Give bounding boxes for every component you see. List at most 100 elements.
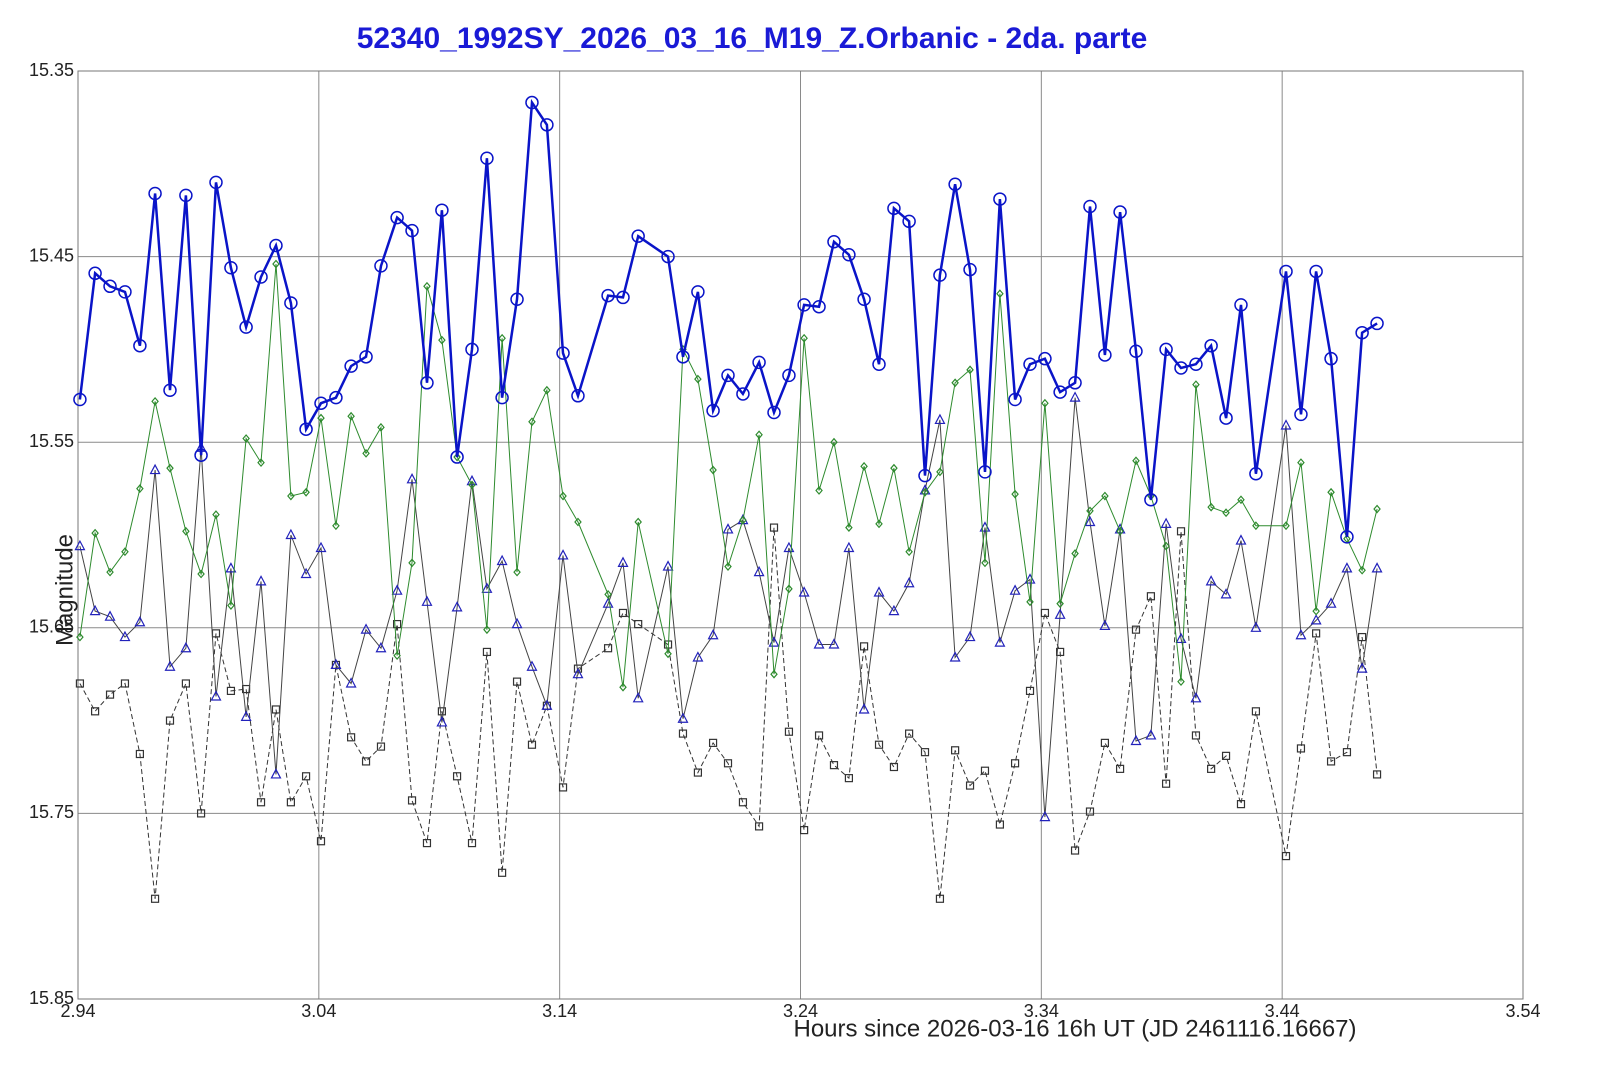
point [1085, 807, 1095, 816]
y-tick-label: 15.55 [29, 431, 74, 451]
point [452, 772, 462, 781]
point [602, 597, 614, 608]
point [1312, 629, 1321, 638]
point [1070, 846, 1080, 855]
point [210, 690, 222, 701]
point [1358, 632, 1367, 642]
point [691, 285, 705, 299]
point [301, 772, 311, 781]
point [1114, 523, 1126, 534]
point [1249, 467, 1263, 481]
point [194, 448, 208, 462]
point [88, 266, 102, 281]
point [465, 342, 479, 357]
point [163, 383, 177, 397]
point [874, 740, 884, 749]
point [285, 528, 297, 540]
point [1191, 731, 1201, 740]
point [616, 290, 630, 305]
point [1222, 508, 1230, 518]
point [1132, 456, 1140, 466]
point [1252, 521, 1260, 531]
point [829, 761, 839, 770]
point [1160, 517, 1172, 528]
point [860, 461, 868, 471]
point [314, 396, 328, 410]
point [980, 766, 990, 775]
series-line [78, 98, 1378, 538]
point [664, 649, 672, 659]
x-tick-label: 3.44 [1265, 1001, 1300, 1021]
point [329, 390, 343, 405]
point [603, 644, 613, 653]
point [634, 517, 642, 527]
point [709, 465, 717, 475]
point [121, 547, 129, 557]
point [1039, 810, 1051, 822]
point [526, 660, 538, 671]
point [1296, 744, 1306, 753]
point [1009, 584, 1021, 595]
x-tick-label: 3.24 [783, 1001, 818, 1021]
point [118, 285, 132, 299]
point [242, 434, 250, 443]
point [1023, 357, 1037, 371]
point [1373, 504, 1381, 514]
point [527, 740, 537, 749]
point [1041, 398, 1049, 408]
point [406, 473, 418, 484]
point [1099, 619, 1111, 631]
point [1083, 199, 1097, 214]
point [393, 651, 401, 661]
point [830, 437, 838, 447]
x-tick-label: 3.34 [1024, 1001, 1059, 1021]
point [512, 677, 522, 686]
point [149, 463, 161, 475]
point [601, 288, 615, 303]
x-tick-label: 3.54 [1505, 1001, 1540, 1021]
point [1310, 614, 1322, 625]
point [480, 151, 494, 165]
point [1131, 625, 1141, 634]
point [148, 186, 162, 201]
point [73, 392, 87, 407]
point [661, 249, 675, 264]
point [1279, 264, 1293, 279]
point [482, 647, 492, 657]
point [933, 268, 947, 282]
point [948, 177, 962, 191]
point [1071, 549, 1079, 558]
point [1251, 707, 1261, 716]
point [706, 403, 720, 418]
point [1204, 338, 1218, 353]
point [619, 682, 627, 692]
point [317, 413, 325, 423]
point [736, 387, 750, 401]
point [226, 686, 236, 696]
point [951, 746, 960, 755]
point [1309, 264, 1323, 279]
point [1026, 597, 1034, 607]
point [812, 299, 826, 314]
point [1325, 597, 1337, 608]
point [453, 452, 461, 462]
point [887, 201, 901, 216]
point [798, 586, 810, 597]
point [993, 192, 1007, 206]
point [1190, 692, 1202, 703]
point [1342, 748, 1352, 757]
point [920, 748, 930, 757]
point [271, 705, 281, 714]
point [496, 554, 508, 566]
point [165, 716, 175, 725]
point [1115, 764, 1125, 773]
point [166, 463, 174, 473]
point [557, 549, 569, 560]
point [1056, 647, 1065, 657]
point [255, 575, 267, 586]
point [634, 619, 643, 629]
point [74, 539, 86, 551]
point [707, 628, 719, 640]
point [828, 638, 840, 649]
point [450, 450, 464, 464]
